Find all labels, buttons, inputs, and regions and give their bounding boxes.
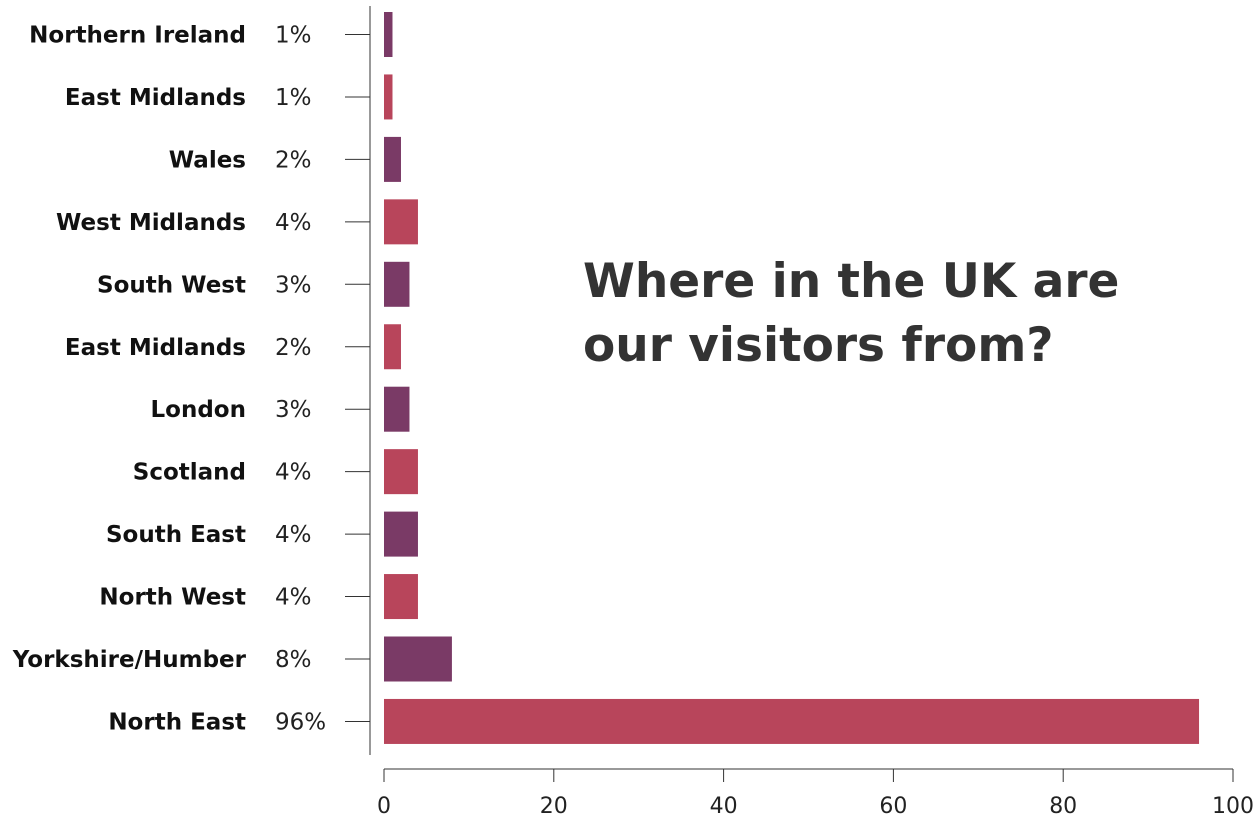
chart-title-line-2: our visitors from? — [583, 314, 1223, 378]
value-label: 2% — [275, 147, 312, 173]
category-label: East Midlands — [65, 85, 246, 111]
value-label: 3% — [275, 272, 312, 298]
category-labels-group: Northern Ireland East Midlands Wales West M… — [12, 23, 247, 736]
value-label: 4% — [275, 522, 312, 548]
bar — [384, 324, 401, 369]
value-label: 8% — [275, 647, 312, 673]
bar — [384, 449, 418, 494]
category-label: North East — [108, 709, 246, 735]
bar — [384, 512, 418, 557]
category-label: Yorkshire/Humber — [12, 647, 247, 673]
category-label: West Midlands — [56, 210, 246, 236]
bar — [384, 387, 409, 432]
bar — [384, 137, 401, 182]
value-label: 96% — [275, 709, 326, 735]
category-label: Scotland — [133, 460, 246, 486]
chart-title: Where in the UK are our visitors from? — [583, 250, 1223, 378]
bar — [384, 199, 418, 244]
category-label: South East — [106, 522, 246, 548]
value-label: 4% — [275, 460, 312, 486]
category-label: South West — [97, 272, 246, 298]
x-ticks-group: 0 20 40 60 80 100 — [377, 769, 1254, 819]
bar — [384, 574, 418, 619]
bar — [384, 262, 409, 307]
x-tick-label: 0 — [377, 794, 391, 819]
value-label: 1% — [275, 85, 312, 111]
x-tick-label: 100 — [1212, 794, 1254, 819]
value-labels-group: 1% 1% 2% 4% 3% 2% 3% 4% 4% 4% 8% 96% — [275, 23, 326, 736]
bar — [384, 74, 392, 119]
category-label: Northern Ireland — [29, 23, 246, 49]
bar — [384, 699, 1199, 744]
x-tick-label: 60 — [879, 794, 907, 819]
x-tick-label: 80 — [1049, 794, 1077, 819]
bar — [384, 637, 452, 682]
bar — [384, 12, 392, 57]
x-tick-label: 40 — [710, 794, 738, 819]
value-label: 3% — [275, 397, 312, 423]
category-label: Wales — [169, 147, 246, 173]
category-label: London — [151, 397, 246, 423]
category-label: North West — [99, 585, 246, 611]
value-label: 2% — [275, 335, 312, 361]
value-label: 4% — [275, 585, 312, 611]
y-ticks-group — [345, 35, 370, 722]
value-label: 4% — [275, 210, 312, 236]
category-label: East Midlands — [65, 335, 246, 361]
chart-title-line-1: Where in the UK are — [583, 250, 1223, 314]
value-label: 1% — [275, 23, 312, 49]
x-tick-label: 20 — [540, 794, 568, 819]
